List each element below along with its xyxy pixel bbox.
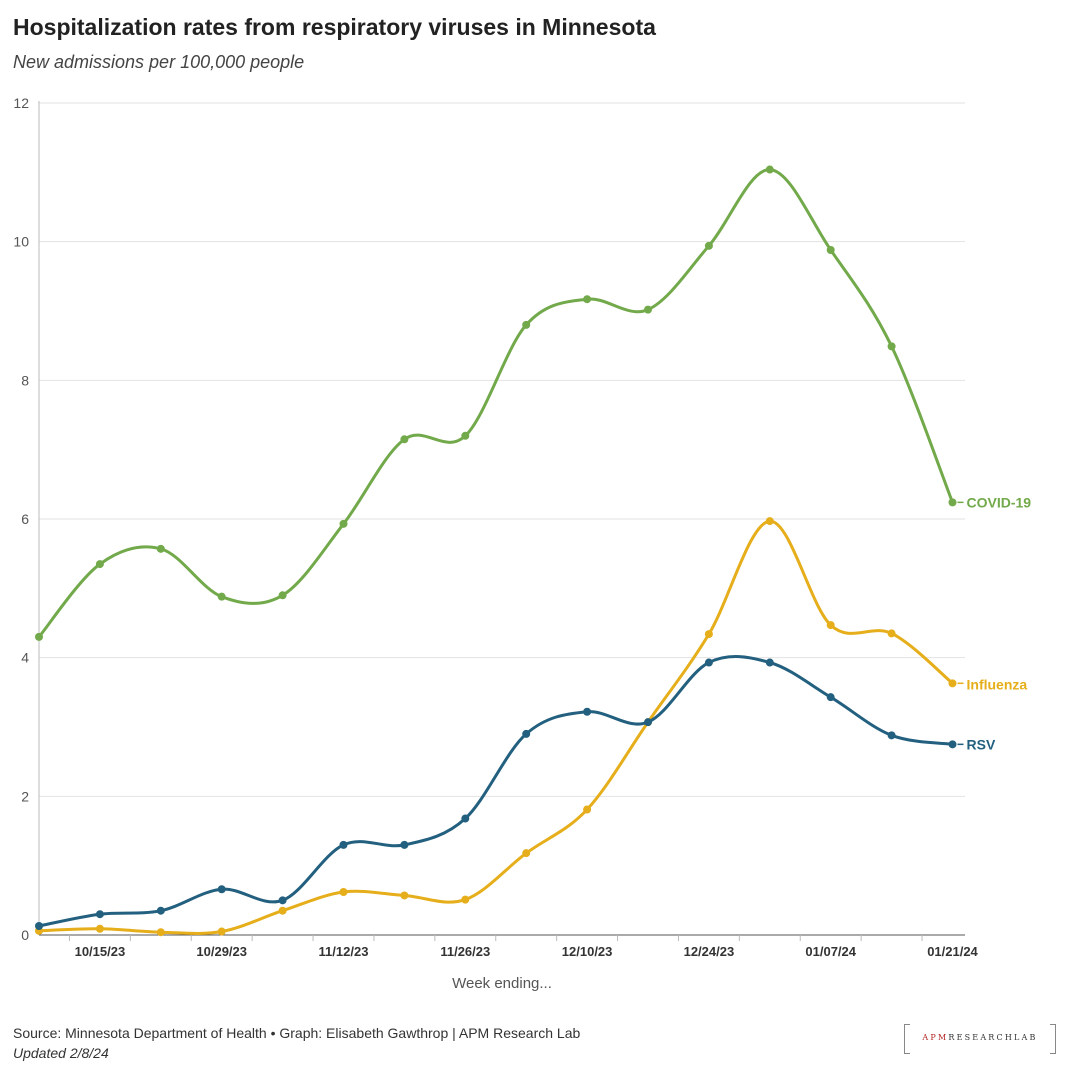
point-rsv bbox=[400, 840, 409, 849]
series-lines bbox=[35, 165, 957, 937]
point-influenza bbox=[278, 906, 287, 915]
point-covid-19 bbox=[156, 544, 165, 553]
x-tick-label: 11/12/23 bbox=[319, 944, 369, 959]
point-rsv bbox=[826, 693, 835, 702]
labels: 0 2 4 6 8 10 12 10/15/23 10/29/23 11/12/23 11/26/2… bbox=[13, 95, 1031, 992]
logo-text: APMRESEARCHLAB bbox=[922, 1033, 1038, 1042]
footer: Source: Minnesota Department of Health •… bbox=[13, 1023, 580, 1063]
y-tick-label: 6 bbox=[21, 511, 29, 527]
point-influenza bbox=[339, 888, 348, 897]
point-covid-19 bbox=[948, 498, 957, 507]
point-covid-19 bbox=[400, 435, 409, 444]
source-note: Source: Minnesota Department of Health •… bbox=[13, 1025, 581, 1041]
point-covid-19 bbox=[826, 245, 835, 254]
point-influenza bbox=[400, 891, 409, 900]
series-label-covid-19: COVID-19 bbox=[967, 494, 1032, 510]
x-tick-label: 11/26/23 bbox=[440, 944, 490, 959]
point-covid-19 bbox=[644, 305, 652, 314]
y-tick-label: 2 bbox=[21, 788, 29, 804]
point-rsv bbox=[95, 910, 104, 919]
x-tick-label: 10/29/23 bbox=[196, 944, 247, 959]
series-line-influenza bbox=[37, 519, 954, 935]
point-rsv bbox=[704, 658, 713, 667]
series-line-rsv bbox=[37, 655, 954, 928]
y-tick-label: 12 bbox=[13, 95, 29, 111]
series-label-influenza: Influenza bbox=[967, 676, 1028, 692]
point-influenza bbox=[217, 927, 226, 936]
point-rsv bbox=[887, 731, 896, 740]
point-rsv bbox=[948, 740, 957, 749]
series-label-rsv: RSV bbox=[967, 736, 996, 752]
chart-title: Hospitalization rates from respiratory v… bbox=[13, 14, 656, 40]
point-rsv bbox=[35, 921, 43, 930]
logo-bracket-right bbox=[1050, 1024, 1056, 1054]
y-tick-label: 0 bbox=[21, 927, 29, 943]
point-influenza bbox=[522, 849, 531, 858]
point-rsv bbox=[278, 896, 287, 905]
y-tick-label: 4 bbox=[21, 650, 29, 666]
point-influenza bbox=[583, 805, 592, 814]
point-influenza bbox=[826, 621, 835, 630]
updated-note: Updated 2/8/24 bbox=[13, 1045, 109, 1061]
logo-bracket-left bbox=[904, 1024, 910, 1054]
point-covid-19 bbox=[765, 165, 774, 174]
point-influenza bbox=[765, 517, 774, 526]
point-influenza bbox=[948, 679, 957, 688]
x-tick-label: 12/24/23 bbox=[684, 944, 735, 959]
apm-research-lab-logo: APMRESEARCHLAB bbox=[904, 1024, 1056, 1054]
point-rsv bbox=[583, 707, 592, 716]
x-tick-label: 01/07/24 bbox=[805, 944, 856, 959]
point-covid-19 bbox=[278, 591, 287, 600]
point-rsv bbox=[461, 814, 470, 823]
point-influenza bbox=[95, 924, 104, 933]
x-tick-label: 10/15/23 bbox=[75, 944, 126, 959]
point-rsv bbox=[522, 729, 531, 738]
y-tick-label: 8 bbox=[21, 372, 29, 388]
grid-lines bbox=[39, 102, 965, 797]
x-tick-label: 12/10/23 bbox=[562, 944, 613, 959]
point-influenza bbox=[156, 928, 165, 937]
point-covid-19 bbox=[461, 431, 470, 440]
point-covid-19 bbox=[35, 632, 43, 641]
point-rsv bbox=[217, 885, 226, 894]
series-line-covid-19 bbox=[37, 168, 954, 639]
point-rsv bbox=[339, 840, 348, 849]
point-covid-19 bbox=[217, 592, 226, 601]
x-tick-label: 01/21/24 bbox=[927, 944, 978, 959]
point-covid-19 bbox=[704, 241, 713, 250]
line-chart: 0 2 4 6 8 10 12 10/15/23 10/29/23 11/12/23 11/26/2… bbox=[13, 95, 1031, 992]
point-influenza bbox=[461, 895, 470, 904]
axes bbox=[38, 101, 965, 941]
point-rsv bbox=[765, 658, 774, 667]
point-rsv bbox=[644, 718, 652, 727]
chart-subtitle: New admissions per 100,000 people bbox=[13, 52, 305, 72]
x-axis-title: Week ending... bbox=[452, 975, 552, 992]
point-covid-19 bbox=[522, 320, 531, 329]
point-covid-19 bbox=[887, 342, 896, 351]
point-influenza bbox=[704, 630, 713, 639]
point-covid-19 bbox=[583, 295, 592, 304]
point-covid-19 bbox=[339, 519, 348, 528]
point-rsv bbox=[156, 906, 165, 915]
y-tick-label: 10 bbox=[13, 234, 29, 250]
point-influenza bbox=[887, 629, 896, 638]
point-covid-19 bbox=[95, 560, 104, 569]
